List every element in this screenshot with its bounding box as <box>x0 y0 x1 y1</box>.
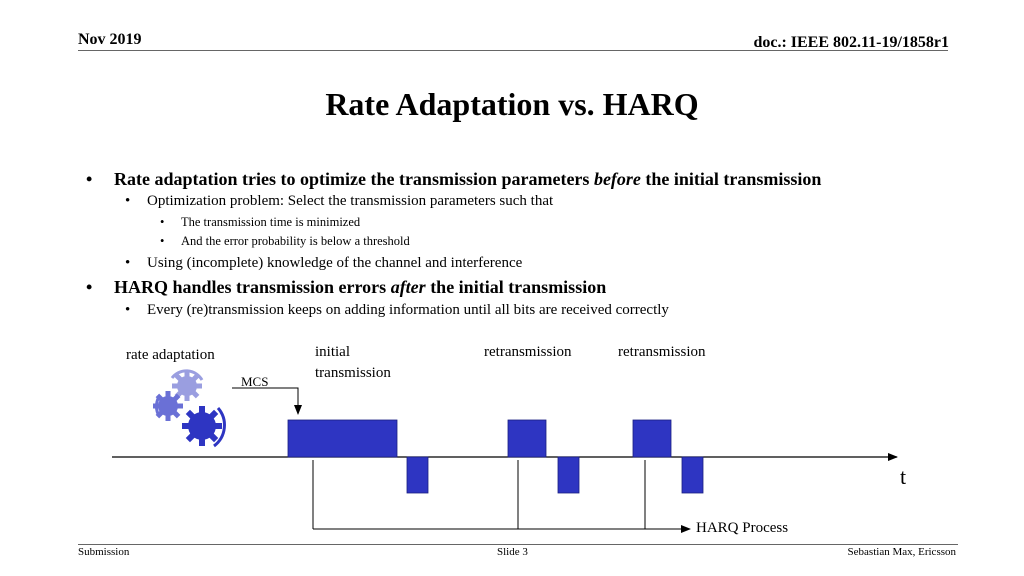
label-retransmission-1: retransmission <box>484 344 572 360</box>
feedback-block-1 <box>406 456 429 494</box>
label-initial: initial <box>315 344 350 360</box>
bullet-error-probability: And the error probability is below a thr… <box>181 234 410 248</box>
initial-transmission-block <box>287 419 398 458</box>
feedback-block-3 <box>681 456 704 494</box>
bullet-marker: • <box>125 193 131 209</box>
footer-slide-number: Slide 3 <box>497 546 528 558</box>
bullet-text: the initial transmission <box>640 169 822 189</box>
axis-label-t: t <box>900 464 907 489</box>
footer-divider <box>78 544 958 545</box>
bullet-knowledge: Using (incomplete) knowledge of the chan… <box>147 255 523 271</box>
bullet-time-minimized: The transmission time is minimized <box>181 215 361 229</box>
bullet-marker: • <box>160 215 165 229</box>
bullet-text: the initial transmission <box>425 277 607 297</box>
gear-large-icon <box>182 406 222 446</box>
bullet-marker: • <box>86 277 93 297</box>
bullet-emphasis: before <box>593 169 641 189</box>
gear-medium-icon <box>153 391 183 421</box>
label-mcs: MCS <box>241 374 269 389</box>
footer-submission: Submission <box>78 546 130 558</box>
header-doc-id: doc.: IEEE 802.11-19/1858r1 <box>753 34 949 51</box>
bullet-marker: • <box>160 234 165 248</box>
label-rate-adaptation: rate adaptation <box>126 347 215 363</box>
bullet-marker: • <box>125 255 131 271</box>
bullet-text: HARQ handles transmission errors <box>114 277 391 297</box>
slide-title: Rate Adaptation vs. HARQ <box>325 86 699 122</box>
header-divider <box>78 50 948 51</box>
harq-process-bracket <box>312 460 691 533</box>
bullet-rate-adaptation: Rate adaptation tries to optimize the tr… <box>114 169 821 190</box>
bullet-retransmission: Every (re)transmission keeps on adding i… <box>147 302 669 318</box>
label-transmission: transmission <box>315 365 391 381</box>
bullet-emphasis: after <box>390 277 426 297</box>
feedback-block-2 <box>557 456 580 494</box>
label-retransmission-2: retransmission <box>618 344 706 360</box>
retransmission-block-2 <box>632 419 672 458</box>
retransmission-block-1 <box>507 419 547 458</box>
bullet-harq: HARQ handles transmission errors after t… <box>114 277 606 298</box>
footer-author: Sebastian Max, Ericsson <box>847 546 956 558</box>
bullet-text: Rate adaptation tries to optimize the tr… <box>114 169 594 189</box>
header-date: Nov 2019 <box>78 31 142 48</box>
bullet-marker: • <box>86 169 93 189</box>
label-harq-process: HARQ Process <box>696 520 789 536</box>
mcs-arrow <box>232 387 302 415</box>
gears-icon <box>153 369 226 448</box>
bullet-optimization: Optimization problem: Select the transmi… <box>147 193 554 209</box>
bullet-marker: • <box>125 302 131 318</box>
